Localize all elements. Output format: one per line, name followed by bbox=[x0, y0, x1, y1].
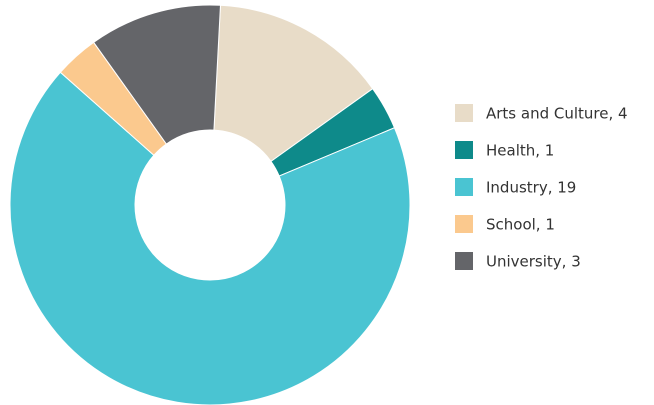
legend-label: Industry, 19 bbox=[486, 179, 576, 197]
donut bbox=[9, 4, 411, 405]
legend-swatch bbox=[455, 178, 473, 196]
donut-slice bbox=[9, 71, 411, 405]
legend-swatch bbox=[455, 141, 473, 159]
legend-label: University, 3 bbox=[486, 253, 581, 271]
legend: Arts and Culture, 4 Health, 1 Industry, 19… bbox=[455, 104, 628, 271]
legend-swatch bbox=[455, 104, 473, 122]
legend-label: School, 1 bbox=[486, 216, 555, 234]
legend-label: Arts and Culture, 4 bbox=[486, 105, 628, 123]
legend-label: Health, 1 bbox=[486, 142, 554, 160]
legend-swatch bbox=[455, 252, 473, 270]
donut-slice bbox=[213, 4, 374, 163]
donut-slice bbox=[92, 4, 221, 145]
legend-swatch bbox=[455, 215, 473, 233]
